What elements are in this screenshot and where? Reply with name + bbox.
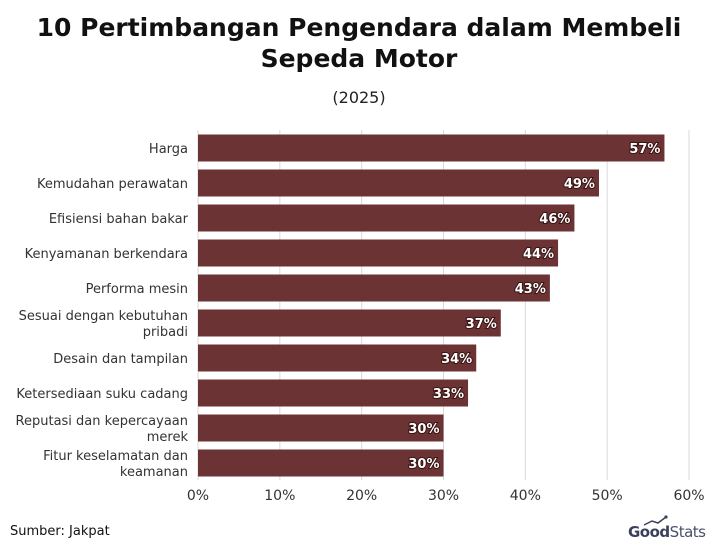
- data-label: 34%: [441, 352, 472, 367]
- category-label-line: merek: [147, 430, 189, 445]
- category-label-line: pribadi: [143, 325, 188, 340]
- x-tick-label: 40%: [510, 488, 541, 504]
- category-label-line: Sesuai dengan kebutuhan: [19, 309, 188, 324]
- category-label: Sesuai dengan kebutuhan pribadi: [19, 309, 188, 340]
- x-tick-label: 50%: [592, 488, 623, 504]
- category-label: Fitur keselamatan dan keamanan: [43, 449, 188, 480]
- category-label: Efisiensi bahan bakar: [49, 212, 189, 227]
- category-label: Ketersediaan suku cadang: [16, 387, 188, 402]
- bar: [198, 134, 665, 162]
- category-label: Harga: [149, 142, 188, 157]
- data-label: 46%: [539, 212, 570, 227]
- bar: [198, 309, 501, 337]
- logo-text-bold: Good: [628, 523, 670, 541]
- bar: [198, 449, 444, 477]
- source-note: Sumber: Jakpat: [10, 524, 110, 539]
- bar-chart: 0% 10% 20% 30% 40% 50% 60% 57% Harga 49% Kemudahan…: [16, 130, 705, 504]
- data-label: 30%: [408, 422, 439, 437]
- data-label: 44%: [523, 247, 554, 262]
- goodstats-logo: GoodStats: [628, 515, 710, 545]
- data-label: 37%: [466, 317, 497, 332]
- x-tick-label: 30%: [428, 488, 459, 504]
- x-tick-label: 60%: [673, 488, 704, 504]
- bar: [198, 414, 444, 442]
- x-tick-label: 20%: [346, 488, 377, 504]
- bar: [198, 274, 550, 302]
- category-label-line: keamanan: [120, 465, 188, 480]
- bar: [198, 169, 599, 197]
- category-label: Desain dan tampilan: [53, 352, 188, 367]
- data-label: 49%: [564, 177, 595, 192]
- logo-trend-icon: [643, 515, 668, 526]
- data-label: 30%: [408, 457, 439, 472]
- bar: [198, 239, 559, 267]
- chart-subtitle: (2025): [332, 88, 386, 107]
- logo-text: GoodStats: [628, 523, 706, 541]
- category-label-line: Reputasi dan kepercayaan: [16, 414, 188, 429]
- data-label: 57%: [629, 142, 660, 157]
- category-label: Kenyamanan berkendara: [25, 247, 188, 262]
- data-label: 43%: [515, 282, 546, 297]
- category-label: Reputasi dan kepercayaan merek: [16, 414, 189, 445]
- x-tick-label: 10%: [264, 488, 295, 504]
- category-label-line: Fitur keselamatan dan: [43, 449, 188, 464]
- bar: [198, 344, 477, 372]
- bar: [198, 204, 575, 232]
- data-label: 33%: [433, 387, 464, 402]
- bar: [198, 379, 469, 407]
- category-label: Performa mesin: [86, 282, 188, 297]
- x-tick-label: 0%: [187, 488, 209, 504]
- category-label: Kemudahan perawatan: [37, 177, 188, 192]
- logo-text-light: Stats: [669, 523, 706, 541]
- chart-title: 10 Pertimbangan Pengendara dalam Membeli…: [36, 13, 682, 73]
